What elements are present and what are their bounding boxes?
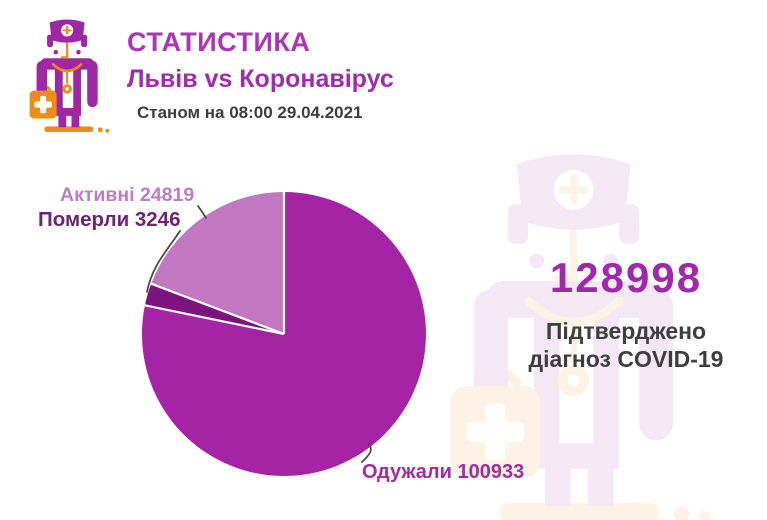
pie-label-recovered: Одужали 100933: [362, 461, 525, 483]
page-subtitle: Львів vs Коронавірус: [127, 65, 394, 94]
pie-label-died: Померли 3246: [38, 208, 181, 231]
leader-line-active: [197, 205, 207, 219]
confirmed-summary: 128998 Підтверджено діагноз COVID-19: [498, 254, 754, 373]
leader-line-recovered: [361, 443, 372, 463]
pie-slice-separator: [150, 282, 285, 336]
doctor-mascot-icon: [28, 17, 111, 135]
pie-slice-2: [151, 191, 284, 334]
timestamp: Станом на 08:00 29.04.2021: [137, 102, 363, 122]
page-title: СТАТИСТИКА: [127, 27, 311, 57]
header: СТАТИСТИКА Львів vs Коронавірус Станом н…: [127, 27, 394, 123]
pie-label-active: Активні 24819: [60, 184, 195, 206]
confirmed-count: 128998: [549, 254, 703, 301]
pie-slice-separator: [144, 304, 285, 336]
confirmed-label-line1: Підтверджено: [545, 318, 707, 345]
confirmed-label-line2: діагноз COVID-19: [528, 346, 724, 373]
leader-line-died: [146, 230, 181, 293]
